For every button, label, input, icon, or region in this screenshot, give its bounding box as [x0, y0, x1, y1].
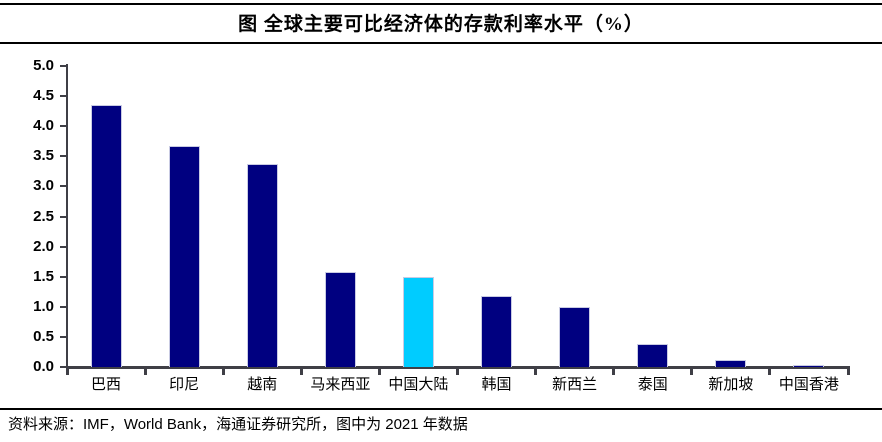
top-rule	[0, 3, 882, 5]
x-axis-category-label: 新加坡	[708, 377, 754, 393]
x-axis-category-label: 马来西亚	[310, 377, 371, 393]
y-axis-tick-label: 0.0	[33, 358, 54, 375]
x-axis-category-label: 中国香港	[778, 377, 839, 393]
y-axis-tick-mark	[60, 65, 67, 67]
y-axis-tick-mark	[60, 125, 67, 128]
x-axis-line	[66, 366, 850, 369]
y-axis-tick-label: 2.5	[33, 207, 54, 225]
y-axis-tick-label: 3.5	[33, 147, 54, 165]
x-axis-category-label: 泰国	[637, 377, 668, 393]
x-axis-tick-mark	[143, 369, 147, 375]
y-axis-tick-mark	[60, 155, 67, 158]
y-axis-tick-label: 2.0	[33, 237, 54, 255]
x-axis-tick-mark	[846, 369, 850, 375]
y-axis-tick-mark	[60, 245, 67, 248]
bar-越南	[246, 163, 278, 367]
y-axis-tick-label: 3.0	[33, 177, 54, 195]
title-underline-rule	[0, 42, 882, 44]
x-axis-tick-mark	[768, 369, 772, 375]
y-axis-tick-label: 1.5	[33, 267, 54, 285]
x-axis-category-label: 新西兰	[552, 377, 598, 393]
bar-泰国	[637, 344, 669, 367]
bar-新西兰	[559, 306, 591, 367]
x-axis-tick-mark	[534, 369, 538, 375]
y-axis-tick-label: 0.5	[33, 327, 54, 345]
y-axis-tick-mark	[60, 366, 67, 368]
x-axis-tick-mark	[299, 369, 303, 375]
y-axis-tick-label: 1.0	[33, 297, 54, 315]
chart-title: 图 全球主要可比经济体的存款利率水平（%）	[238, 14, 644, 35]
y-axis-tick-mark	[60, 95, 67, 98]
x-axis-tick-mark	[377, 369, 381, 375]
x-axis-category-label: 巴西	[91, 377, 122, 393]
x-axis-category-label: 韩国	[481, 377, 512, 393]
x-axis-category-label: 越南	[247, 377, 278, 393]
x-axis-tick-mark	[690, 369, 694, 375]
x-axis-tick-mark	[65, 369, 69, 375]
source-note: 资料来源：IMF，World Bank，海通证券研究所，图中为 2021 年数据	[8, 416, 468, 433]
x-axis-tick-mark	[456, 369, 459, 375]
bar-新加坡	[715, 360, 747, 367]
y-axis-tick-mark	[60, 185, 67, 188]
y-axis-tick-mark	[60, 215, 67, 218]
y-axis-line	[66, 64, 68, 370]
y-axis-tick-label: 4.5	[33, 87, 54, 105]
bar-巴西	[90, 105, 122, 367]
x-axis-tick-mark	[612, 369, 616, 375]
bar-印尼	[168, 146, 200, 367]
bar-中国香港	[793, 365, 825, 367]
y-axis-tick-mark	[60, 335, 67, 338]
y-axis-tick-mark	[60, 305, 67, 308]
source-divider-rule	[0, 408, 882, 410]
x-axis-tick-mark	[221, 369, 225, 375]
x-axis-category-label: 中国大陆	[388, 377, 449, 393]
bar-马来西亚	[324, 272, 356, 367]
bar-韩国	[481, 295, 513, 367]
y-axis-tick-label: 4.0	[33, 117, 54, 135]
bar-highlighted-中国大陆	[402, 276, 434, 367]
y-axis-tick-label: 5.0	[33, 57, 54, 74]
x-axis-category-label: 印尼	[169, 377, 200, 393]
y-axis-tick-mark	[60, 275, 67, 278]
